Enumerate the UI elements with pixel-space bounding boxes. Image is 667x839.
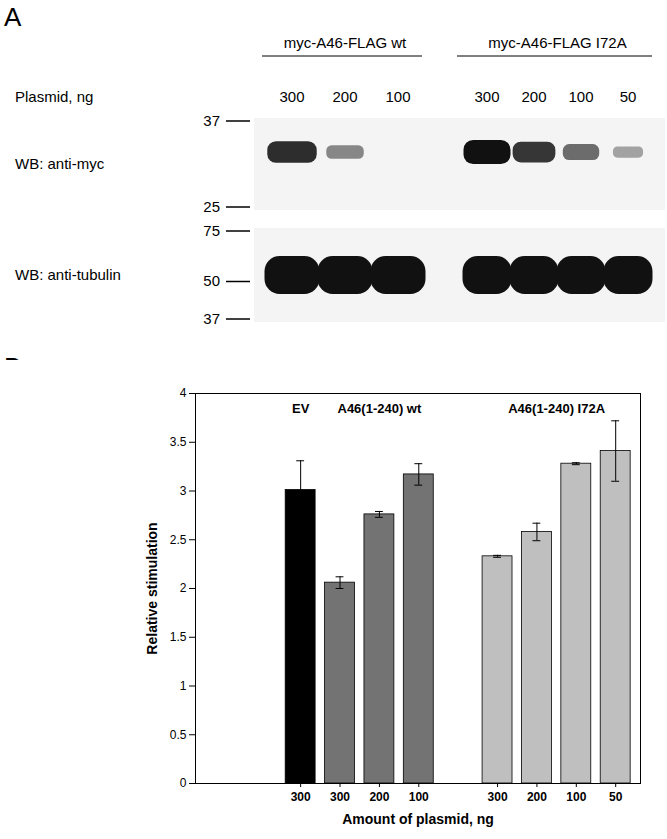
svg-text:EV: EV [292,401,310,416]
svg-text:1: 1 [180,679,187,693]
svg-text:37: 37 [203,112,220,129]
svg-text:300: 300 [330,790,350,804]
svg-text:50: 50 [609,790,623,804]
svg-text:200: 200 [521,88,546,105]
svg-text:300: 300 [291,790,311,804]
svg-text:0: 0 [180,776,187,790]
svg-text:100: 100 [566,790,586,804]
svg-text:2.5: 2.5 [170,533,187,547]
svg-text:300: 300 [279,88,304,105]
svg-text:WB: anti-tubulin: WB: anti-tubulin [15,266,121,283]
svg-text:300: 300 [474,88,499,105]
svg-text:Amount of plasmid, ng: Amount of plasmid, ng [342,811,494,827]
svg-text:50: 50 [620,88,637,105]
svg-text:myc-A46-FLAG wt: myc-A46-FLAG wt [284,34,407,51]
svg-text:myc-A46-FLAG I72A: myc-A46-FLAG I72A [488,34,626,51]
svg-text:1.5: 1.5 [170,630,187,644]
svg-text:37: 37 [203,310,220,327]
svg-text:25: 25 [203,198,220,215]
svg-text:50: 50 [203,272,220,289]
svg-text:75: 75 [203,222,220,239]
svg-text:WB: anti-myc: WB: anti-myc [15,155,105,172]
svg-text:100: 100 [568,88,593,105]
svg-text:0.5: 0.5 [170,728,187,742]
svg-text:100: 100 [409,790,429,804]
svg-text:3.5: 3.5 [170,435,187,449]
svg-text:Plasmid, ng: Plasmid, ng [15,88,93,105]
svg-text:200: 200 [369,790,389,804]
svg-text:4: 4 [180,386,187,400]
svg-text:200: 200 [527,790,547,804]
svg-text:A46(1-240) I72A: A46(1-240) I72A [508,401,605,416]
svg-text:200: 200 [332,88,357,105]
svg-text:3: 3 [180,484,187,498]
svg-text:2: 2 [180,581,187,595]
svg-text:100: 100 [385,88,410,105]
svg-text:300: 300 [488,790,508,804]
svg-text:A46(1-240) wt: A46(1-240) wt [338,401,422,416]
html-text:B: B [4,352,22,382]
svg-text:Relative stimulation: Relative stimulation [144,522,160,654]
svg-text:A: A [4,2,22,32]
